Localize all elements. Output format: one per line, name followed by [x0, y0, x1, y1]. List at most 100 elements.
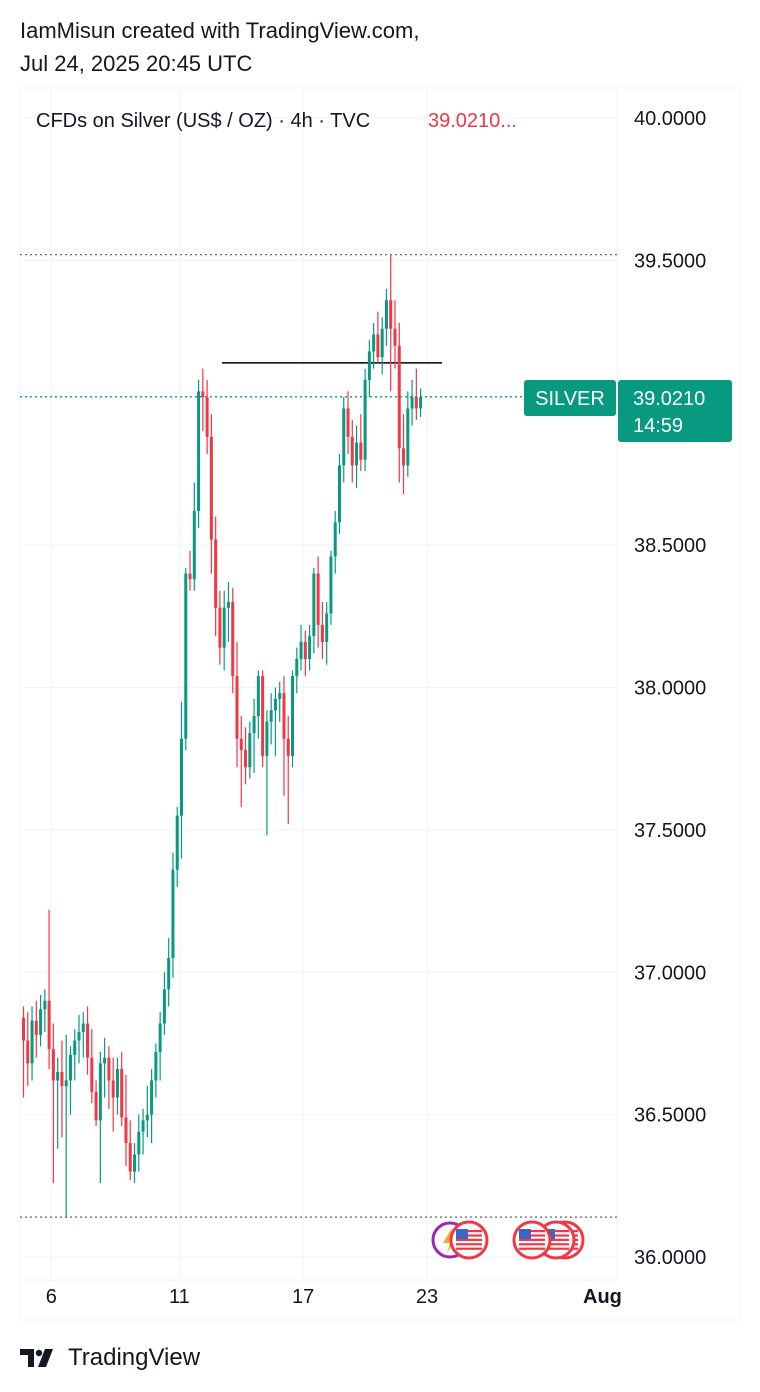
candle-body: [107, 1057, 111, 1081]
candle-body: [218, 607, 222, 648]
candle-body: [34, 1020, 38, 1035]
candle: [337, 454, 341, 534]
candlestick-chart[interactable]: 40.0000 39.5000 38.5000 38.0000 37.5000 37.00…: [0, 0, 760, 1330]
candle: [226, 582, 230, 642]
us-flag-icon: [449, 1220, 489, 1260]
candle: [291, 670, 295, 768]
candle-body: [39, 1009, 43, 1035]
candle: [256, 670, 260, 739]
candle-body: [90, 1057, 94, 1092]
candle-body: [406, 408, 410, 466]
candle: [64, 1034, 68, 1218]
candle: [201, 368, 205, 432]
candle: [363, 368, 367, 472]
candle: [402, 414, 406, 494]
legend-price: 39.0210...: [428, 110, 517, 132]
candle: [397, 323, 401, 483]
candle-body: [312, 573, 316, 637]
candle: [175, 807, 179, 887]
candle: [150, 1069, 154, 1144]
candle-body: [81, 1023, 85, 1033]
candle: [273, 687, 277, 756]
candle-body: [188, 573, 192, 580]
candle: [94, 1080, 98, 1127]
footer[interactable]: TradingView: [20, 1338, 200, 1378]
flag-stripe: [519, 1247, 545, 1250]
candle-body: [256, 676, 260, 716]
candle: [145, 1086, 149, 1138]
candle-body: [235, 676, 239, 739]
candle: [303, 630, 307, 677]
candle: [197, 379, 201, 529]
price-tick-label: 37.0000: [634, 962, 706, 984]
candle: [222, 590, 226, 671]
candle-body: [320, 624, 324, 642]
candle: [154, 1043, 158, 1098]
ticker-label: SILVER: [535, 388, 605, 410]
candle: [239, 715, 243, 808]
candle: [252, 698, 256, 773]
candle-body: [414, 397, 418, 409]
economic-events[interactable]: [431, 1220, 585, 1260]
candle-body: [265, 721, 269, 756]
candle: [120, 1051, 124, 1127]
candle: [158, 1012, 162, 1081]
tradingview-logo-icon: [20, 1349, 53, 1367]
bar-countdown: 14:59: [633, 415, 683, 437]
candle: [111, 1057, 115, 1132]
candle: [68, 1046, 72, 1115]
price-axis[interactable]: 40.0000 39.5000 38.5000 38.0000 37.5000 37.00…: [634, 108, 706, 1269]
candle: [179, 701, 183, 859]
candle-body: [64, 1080, 68, 1087]
flag-canton: [456, 1229, 468, 1239]
candle-body: [248, 733, 252, 768]
candle: [350, 419, 354, 483]
candle-body: [175, 815, 179, 870]
candle-body: [98, 1063, 102, 1121]
candle-body: [389, 300, 393, 329]
candle: [419, 388, 423, 417]
candle-body: [179, 738, 183, 816]
candle-body: [30, 1020, 34, 1064]
candle: [384, 288, 388, 346]
time-tick-label: 17: [292, 1286, 314, 1308]
candle-body: [120, 1069, 124, 1118]
tradingview-brand: TradingView: [68, 1344, 201, 1371]
ticker-tag: [524, 380, 616, 416]
candle-body: [56, 1071, 60, 1081]
candle-body: [397, 345, 401, 449]
candle-body: [47, 1000, 51, 1050]
flag-stripe: [456, 1247, 482, 1250]
candle: [299, 624, 303, 671]
candle-body: [393, 328, 397, 346]
candle-body: [68, 1054, 72, 1081]
price-tag: [618, 380, 732, 442]
candle-body: [402, 448, 406, 466]
candle-body: [167, 958, 171, 990]
candle: [231, 587, 235, 694]
flag-stripe: [519, 1238, 545, 1241]
candle: [265, 710, 269, 836]
candle: [133, 1143, 137, 1183]
candle-body: [22, 1017, 25, 1041]
legend-symbol[interactable]: CFDs on Silver (US$ / OZ) · 4h · TVC: [36, 110, 370, 132]
price-tick-label: 39.5000: [634, 250, 706, 272]
candle-body: [154, 1051, 158, 1081]
candle: [209, 414, 213, 574]
candle: [162, 972, 166, 1035]
candle-body: [162, 989, 166, 1024]
candle: [367, 340, 371, 398]
candle-body: [137, 1131, 141, 1155]
flag-stripe: [519, 1243, 545, 1246]
candle: [22, 1006, 25, 1098]
flag-stripe: [543, 1234, 569, 1237]
candle: [90, 1029, 94, 1104]
candle-body: [103, 1057, 107, 1064]
candle: [342, 397, 346, 483]
price-label[interactable]: SILVER 39.0210 14:59: [524, 380, 732, 442]
candle: [167, 938, 171, 1007]
time-axis[interactable]: 6 11 17 23 Aug: [46, 1286, 622, 1308]
candle-body: [333, 522, 337, 557]
candle: [414, 368, 418, 420]
candle-body: [184, 573, 188, 739]
